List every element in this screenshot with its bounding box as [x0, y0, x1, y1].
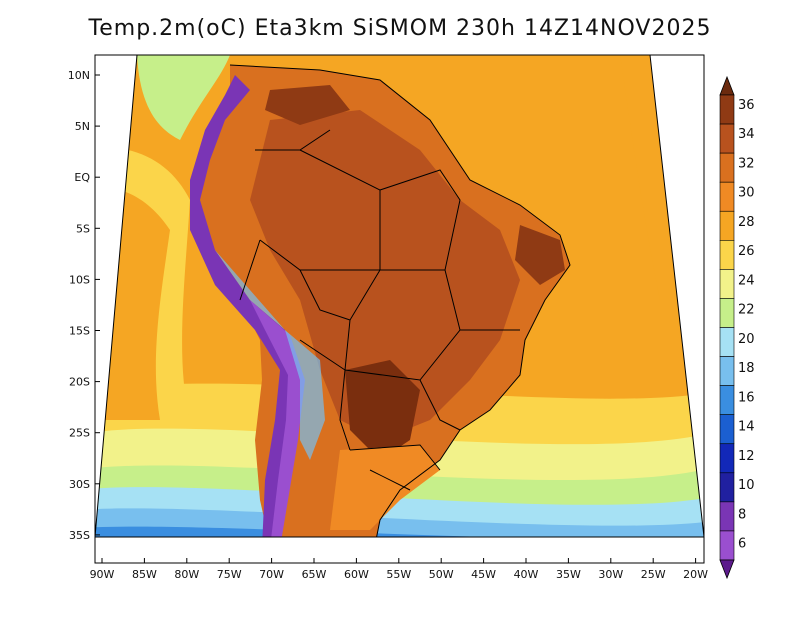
lon-label: 40W	[514, 568, 539, 581]
lon-label: 70W	[259, 568, 284, 581]
colorbar-segment	[719, 443, 735, 474]
colorbar-label: 30	[738, 186, 755, 201]
lon-label: 80W	[174, 568, 199, 581]
lat-label: EQ	[74, 171, 90, 184]
lon-label: 55W	[386, 568, 411, 581]
colorbar-segment	[719, 501, 735, 532]
lat-label: 10N	[68, 69, 90, 82]
lon-label: 75W	[217, 568, 242, 581]
colorbar-label: 24	[738, 273, 755, 288]
colorbar-label: 28	[738, 215, 755, 230]
lat-label: 30S	[69, 478, 90, 491]
colorbar-label: 32	[738, 156, 755, 171]
colorbar-arrow-bottom	[719, 559, 735, 580]
colorbar-segment	[719, 123, 735, 154]
colorbar-segment	[719, 181, 735, 212]
lon-label: 85W	[132, 568, 157, 581]
colorbar-label: 6	[738, 537, 746, 552]
lon-label: 30W	[598, 568, 623, 581]
lat-label: 15S	[69, 325, 90, 338]
colorbar-segment	[719, 240, 735, 270]
colorbar-segment	[719, 210, 735, 241]
lon-label: 50W	[429, 568, 454, 581]
lat-label: 20S	[69, 376, 90, 389]
colorbar-label: 12	[738, 449, 755, 464]
colorbar-segment	[719, 385, 735, 415]
andes-cordillera	[190, 75, 300, 537]
colorbar-segment	[719, 472, 735, 503]
colorbar-label: 20	[738, 332, 755, 347]
lon-label: 20W	[683, 568, 708, 581]
colorbar-label: 8	[738, 507, 746, 522]
colorbar-label: 14	[738, 420, 755, 435]
colorbar-segment	[719, 94, 735, 125]
lat-label: 5N	[75, 120, 90, 133]
colorbar-arrow-top	[719, 75, 735, 96]
colorbar-segment	[719, 152, 735, 183]
colorbar-label: 36	[738, 98, 755, 113]
lat-label: 35S	[69, 529, 90, 542]
lon-label: 65W	[302, 568, 327, 581]
lat-label: 10S	[69, 273, 90, 286]
lat-label: 5S	[76, 222, 90, 235]
longitude-axis: 90W 85W 80W 75W 70W 65W 60W 55W 50W 45W 40W 35W 30W 2…	[90, 558, 708, 581]
colorbar: 36 34 32 30 28 26 24 22 20 18 16 14 12 10 8 6	[719, 75, 755, 580]
colorbar-segment	[719, 298, 735, 328]
lon-label: 90W	[90, 568, 115, 581]
colorbar-label: 10	[738, 478, 755, 493]
colorbar-segment	[719, 356, 735, 386]
colorbar-label: 18	[738, 361, 755, 376]
colorbar-segment	[719, 530, 735, 561]
colorbar-label: 22	[738, 303, 755, 318]
colorbar-segment	[719, 414, 735, 445]
latitude-axis: 10N 5N EQ 5S 10S 15S 20S 25S 30S 35S	[68, 69, 100, 542]
lat-label: 25S	[69, 427, 90, 440]
colorbar-segment	[719, 327, 735, 357]
colorbar-label: 26	[738, 244, 755, 259]
colorbar-segment	[719, 269, 735, 299]
lon-label: 25W	[641, 568, 666, 581]
map-title: Temp.2m(oC) Eta3km SiSMOM 230h 14Z14NOV2…	[88, 16, 712, 41]
political-borders	[229, 64, 571, 537]
temperature-field	[95, 55, 704, 537]
colorbar-label: 34	[738, 127, 755, 142]
lon-label: 45W	[471, 568, 496, 581]
colorbar-label: 16	[738, 390, 755, 405]
lon-label: 60W	[344, 568, 369, 581]
lon-label: 35W	[556, 568, 581, 581]
